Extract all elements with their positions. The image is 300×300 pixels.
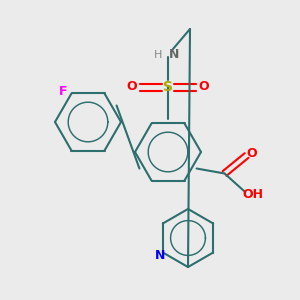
Text: N: N [155, 249, 165, 262]
Text: O: O [199, 80, 209, 94]
Text: F: F [59, 85, 68, 98]
Text: S: S [163, 80, 173, 94]
Text: N: N [169, 49, 179, 62]
Text: OH: OH [242, 188, 263, 201]
Text: O: O [127, 80, 137, 94]
Text: H: H [154, 50, 162, 60]
Text: O: O [246, 147, 257, 160]
